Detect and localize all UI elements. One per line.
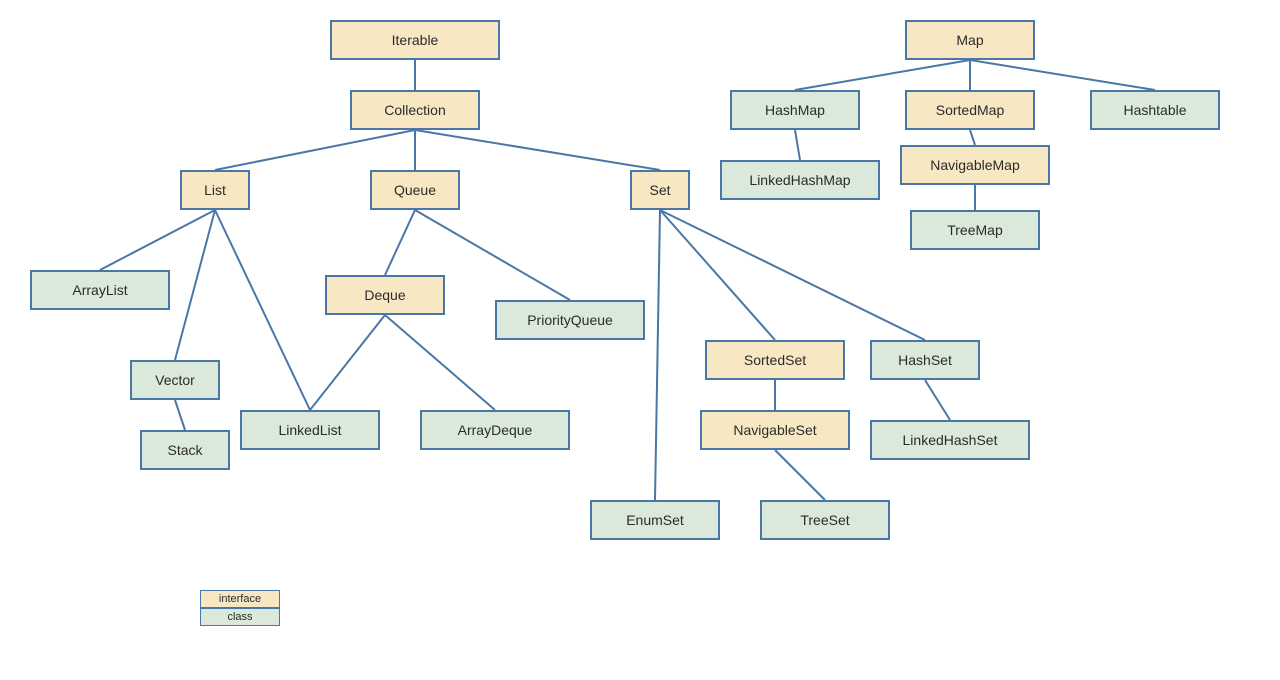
node-hashmap: HashMap	[730, 90, 860, 130]
node-navigableset: NavigableSet	[700, 410, 850, 450]
node-list: List	[180, 170, 250, 210]
node-label: Iterable	[392, 32, 439, 48]
node-label: NavigableMap	[930, 157, 1020, 173]
node-label: Queue	[394, 182, 436, 198]
edge-hashmap-linkedhashmap	[795, 130, 800, 160]
edge-navigableset-treeset	[775, 450, 825, 500]
node-label: NavigableSet	[733, 422, 816, 438]
edge-collection-set	[415, 130, 660, 170]
node-label: SortedSet	[744, 352, 806, 368]
node-queue: Queue	[370, 170, 460, 210]
edge-map-hashmap	[795, 60, 970, 90]
node-stack: Stack	[140, 430, 230, 470]
node-navigablemap: NavigableMap	[900, 145, 1050, 185]
hierarchy-diagram: Iterable Collection List Queue Set ArrayList V…	[0, 0, 1280, 680]
node-label: EnumSet	[626, 512, 684, 528]
node-label: Stack	[167, 442, 202, 458]
node-label: Deque	[364, 287, 405, 303]
node-label: Hashtable	[1123, 102, 1186, 118]
legend-row-class: class	[200, 608, 280, 626]
node-label: HashSet	[898, 352, 952, 368]
edge-list-vector	[175, 210, 215, 360]
edge-queue-deque	[385, 210, 415, 275]
node-label: SortedMap	[936, 102, 1004, 118]
node-treemap: TreeMap	[910, 210, 1040, 250]
node-label: Map	[956, 32, 983, 48]
node-label: PriorityQueue	[527, 312, 613, 328]
node-linkedhashset: LinkedHashSet	[870, 420, 1030, 460]
edge-hashset-linkedhashset	[925, 380, 950, 420]
node-label: HashMap	[765, 102, 825, 118]
legend: interface class	[200, 590, 280, 626]
node-label: Set	[649, 182, 670, 198]
node-label: Vector	[155, 372, 195, 388]
node-arraydeque: ArrayDeque	[420, 410, 570, 450]
legend-label: class	[227, 611, 252, 623]
legend-row-interface: interface	[200, 590, 280, 608]
node-set: Set	[630, 170, 690, 210]
node-label: TreeSet	[800, 512, 849, 528]
node-label: ArrayList	[72, 282, 127, 298]
edges-layer	[0, 0, 1280, 680]
node-hashset: HashSet	[870, 340, 980, 380]
edge-deque-arraydeque	[385, 315, 495, 410]
node-label: ArrayDeque	[458, 422, 533, 438]
node-sortedset: SortedSet	[705, 340, 845, 380]
node-arraylist: ArrayList	[30, 270, 170, 310]
node-enumset: EnumSet	[590, 500, 720, 540]
edge-map-hashtable	[970, 60, 1155, 90]
edge-sortedmap-navigablemap	[970, 130, 975, 145]
node-linkedlist: LinkedList	[240, 410, 380, 450]
edge-collection-list	[215, 130, 415, 170]
legend-label: interface	[219, 593, 261, 605]
node-linkedhashmap: LinkedHashMap	[720, 160, 880, 200]
edge-vector-stack	[175, 400, 185, 430]
edge-list-arraylist	[100, 210, 215, 270]
node-sortedmap: SortedMap	[905, 90, 1035, 130]
node-collection: Collection	[350, 90, 480, 130]
node-label: LinkedList	[278, 422, 341, 438]
edge-set-hashset	[660, 210, 925, 340]
node-hashtable: Hashtable	[1090, 90, 1220, 130]
edge-set-enumset	[655, 210, 660, 500]
edge-list-linkedlist	[215, 210, 310, 410]
node-label: LinkedHashMap	[749, 172, 850, 188]
node-treeset: TreeSet	[760, 500, 890, 540]
node-label: LinkedHashSet	[903, 432, 998, 448]
node-label: TreeMap	[947, 222, 1003, 238]
edge-deque-linkedlist	[310, 315, 385, 410]
edge-set-sortedset	[660, 210, 775, 340]
node-label: List	[204, 182, 226, 198]
node-priorityqueue: PriorityQueue	[495, 300, 645, 340]
node-vector: Vector	[130, 360, 220, 400]
node-map: Map	[905, 20, 1035, 60]
node-deque: Deque	[325, 275, 445, 315]
node-iterable: Iterable	[330, 20, 500, 60]
node-label: Collection	[384, 102, 445, 118]
